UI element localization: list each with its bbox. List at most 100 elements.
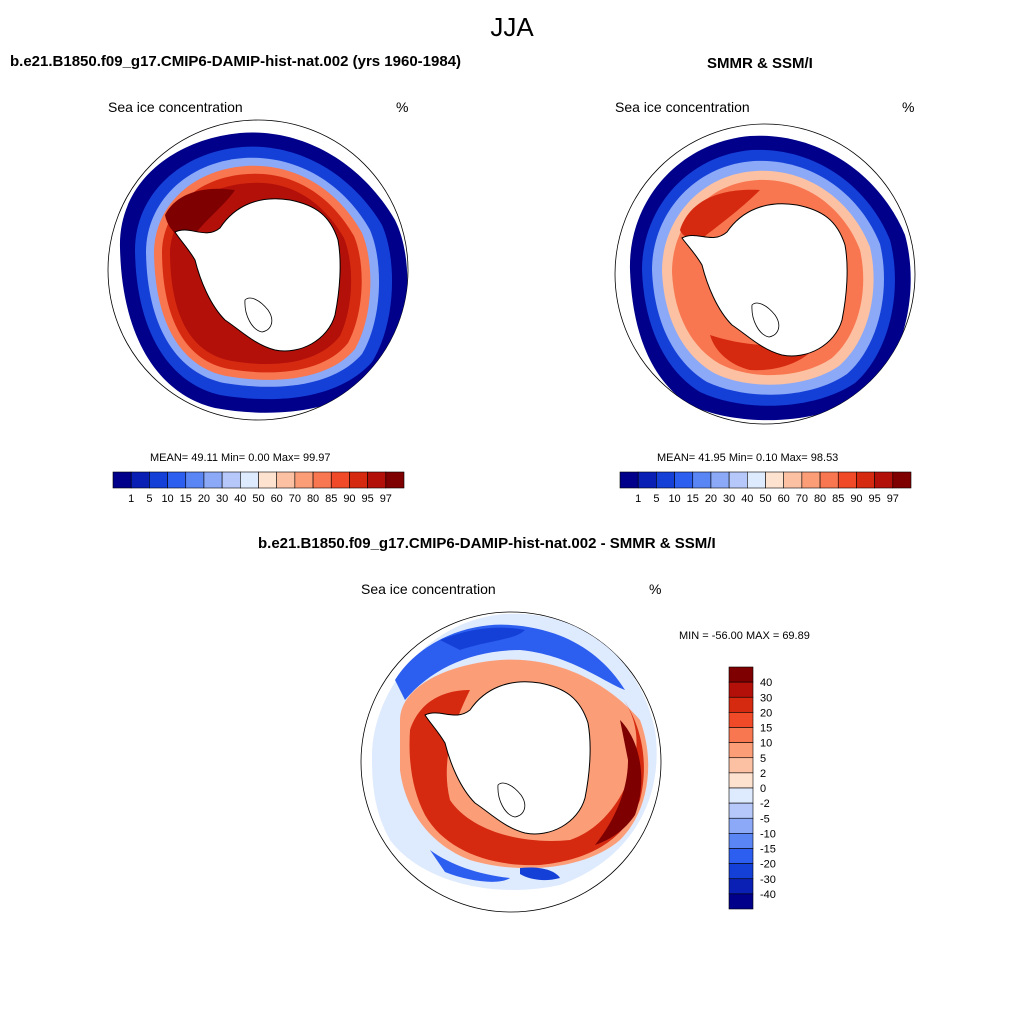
obs-colorbar: 1 5 10 15 20 30 40 50 60 70 80 85 90 95 97: [619, 471, 912, 505]
obs-colorbar-swatch: [837, 471, 857, 489]
obs-colorbar-swatch: [856, 471, 875, 489]
model-colorbar-tick-label: 80: [307, 493, 319, 505]
diff-colorbar-tick-label: -10: [760, 828, 776, 840]
model-variable-label: Sea ice concentration: [108, 99, 243, 115]
obs-colorbar-swatch: [819, 471, 839, 489]
obs-panel-title: SMMR & SSM/I: [707, 55, 813, 72]
model-colorbar-swatch: [312, 471, 332, 489]
diff-colorbar-swatch: [728, 787, 754, 804]
model-sea-ice-map: [107, 119, 409, 421]
model-colorbar-swatch: [203, 471, 223, 489]
obs-colorbar-tick-label: 1: [635, 493, 641, 505]
diff-colorbar-tick-label: -15: [760, 844, 776, 856]
model-colorbar-swatch: [240, 471, 259, 489]
model-colorbar-swatch: [367, 471, 387, 489]
model-colorbar-swatch: [130, 471, 150, 489]
model-colorbar-tick-label: 70: [289, 493, 301, 505]
diff-colorbar-swatch: [728, 757, 754, 774]
figure-title: JJA: [490, 12, 534, 42]
model-stats: MEAN= 49.11 Min= 0.00 Max= 99.97: [150, 452, 331, 464]
diff-stats: MIN = -56.00 MAX = 69.89: [679, 630, 810, 642]
model-colorbar-swatch: [330, 471, 350, 489]
obs-colorbar-swatch: [619, 471, 639, 489]
model-colorbar-tick-label: 97: [380, 493, 392, 505]
diff-colorbar-tick-label: 40: [760, 677, 772, 689]
obs-colorbar-tick-label: 20: [705, 493, 717, 505]
model-colorbar-tick-label: 1: [128, 493, 134, 505]
diff-variable-label: Sea ice concentration: [361, 581, 496, 597]
obs-colorbar-swatch: [674, 471, 694, 489]
model-colorbar-tick-label: 20: [198, 493, 210, 505]
diff-colorbar-swatch: [728, 681, 754, 698]
diff-colorbar-tick-label: 20: [760, 707, 772, 719]
diff-panel-title: b.e21.B1850.f09_g17.CMIP6-DAMIP-hist-nat…: [258, 535, 716, 552]
obs-colorbar-tick-label: 80: [814, 493, 826, 505]
model-colorbar-swatch: [349, 471, 368, 489]
model-colorbar-tick-label: 60: [271, 493, 283, 505]
model-colorbar-swatch: [385, 471, 405, 489]
obs-sea-ice-map: [614, 123, 916, 425]
obs-colorbar-swatch: [747, 471, 766, 489]
diff-colorbar-tick-label: 10: [760, 738, 772, 750]
obs-stats: MEAN= 41.95 Min= 0.10 Max= 98.53: [657, 452, 839, 464]
obs-colorbar-tick-label: 15: [687, 493, 699, 505]
obs-colorbar-tick-label: 50: [759, 493, 771, 505]
model-colorbar-swatch: [149, 471, 168, 489]
diff-colorbar-swatch: [728, 817, 754, 834]
obs-colorbar-swatch: [728, 471, 748, 489]
model-colorbar-swatch: [167, 471, 187, 489]
diff-colorbar-swatch: [728, 696, 754, 713]
model-colorbar-swatch: [112, 471, 132, 489]
model-colorbar-swatch: [185, 471, 205, 489]
diff-colorbar-swatch: [728, 772, 754, 789]
diff-sea-ice-map: [360, 611, 662, 913]
model-unit-label: %: [396, 99, 409, 115]
obs-colorbar-swatch: [783, 471, 803, 489]
diff-colorbar-tick-label: -30: [760, 874, 776, 886]
diff-colorbar-tick-label: -40: [760, 889, 776, 901]
diff-colorbar-swatch: [728, 893, 754, 910]
model-colorbar-swatch: [294, 471, 314, 489]
obs-colorbar-swatch: [892, 471, 912, 489]
model-colorbar-tick-label: 30: [216, 493, 228, 505]
model-colorbar-tick-label: 40: [234, 493, 246, 505]
obs-colorbar-tick-label: 70: [796, 493, 808, 505]
obs-variable-label: Sea ice concentration: [615, 99, 750, 115]
diff-colorbar-swatch: [728, 742, 754, 759]
model-colorbar-tick-label: 90: [343, 493, 355, 505]
obs-unit-label: %: [902, 99, 915, 115]
obs-colorbar-tick-label: 60: [778, 493, 790, 505]
diff-colorbar-tick-label: 2: [760, 768, 766, 780]
model-colorbar-tick-label: 5: [146, 493, 152, 505]
model-panel-title: b.e21.B1850.f09_g17.CMIP6-DAMIP-hist-nat…: [10, 53, 462, 70]
obs-colorbar-tick-label: 90: [850, 493, 862, 505]
diff-colorbar-swatch: [728, 802, 754, 819]
obs-colorbar-tick-label: 40: [741, 493, 753, 505]
diff-colorbar-swatch: [728, 727, 754, 743]
model-colorbar: 1 5 10 15 20 30 40 50 60 70 80 85 90 95 97: [112, 471, 405, 505]
obs-colorbar-swatch: [874, 471, 894, 489]
diff-colorbar-swatch: [728, 863, 754, 880]
model-colorbar-tick-label: 50: [252, 493, 264, 505]
obs-colorbar-tick-label: 5: [653, 493, 659, 505]
diff-colorbar-tick-label: 30: [760, 692, 772, 704]
obs-colorbar-swatch: [765, 471, 784, 489]
diff-unit-label: %: [649, 581, 662, 597]
model-colorbar-tick-label: 95: [362, 493, 374, 505]
diff-colorbar-swatch: [728, 848, 754, 864]
diff-colorbar-tick-label: -20: [760, 859, 776, 871]
obs-colorbar-swatch: [801, 471, 821, 489]
model-colorbar-tick-label: 15: [180, 493, 192, 505]
diff-colorbar-swatch: [728, 833, 754, 849]
diff-colorbar-tick-label: -2: [760, 798, 770, 810]
obs-colorbar-tick-label: 85: [832, 493, 844, 505]
model-colorbar-swatch: [258, 471, 277, 489]
model-colorbar-swatch: [221, 471, 241, 489]
diff-colorbar-tick-label: 0: [760, 783, 766, 795]
obs-colorbar-swatch: [656, 471, 675, 489]
model-colorbar-swatch: [276, 471, 296, 489]
obs-colorbar-tick-label: 30: [723, 493, 735, 505]
diff-colorbar-swatch: [728, 712, 754, 728]
model-colorbar-tick-label: 10: [161, 493, 173, 505]
